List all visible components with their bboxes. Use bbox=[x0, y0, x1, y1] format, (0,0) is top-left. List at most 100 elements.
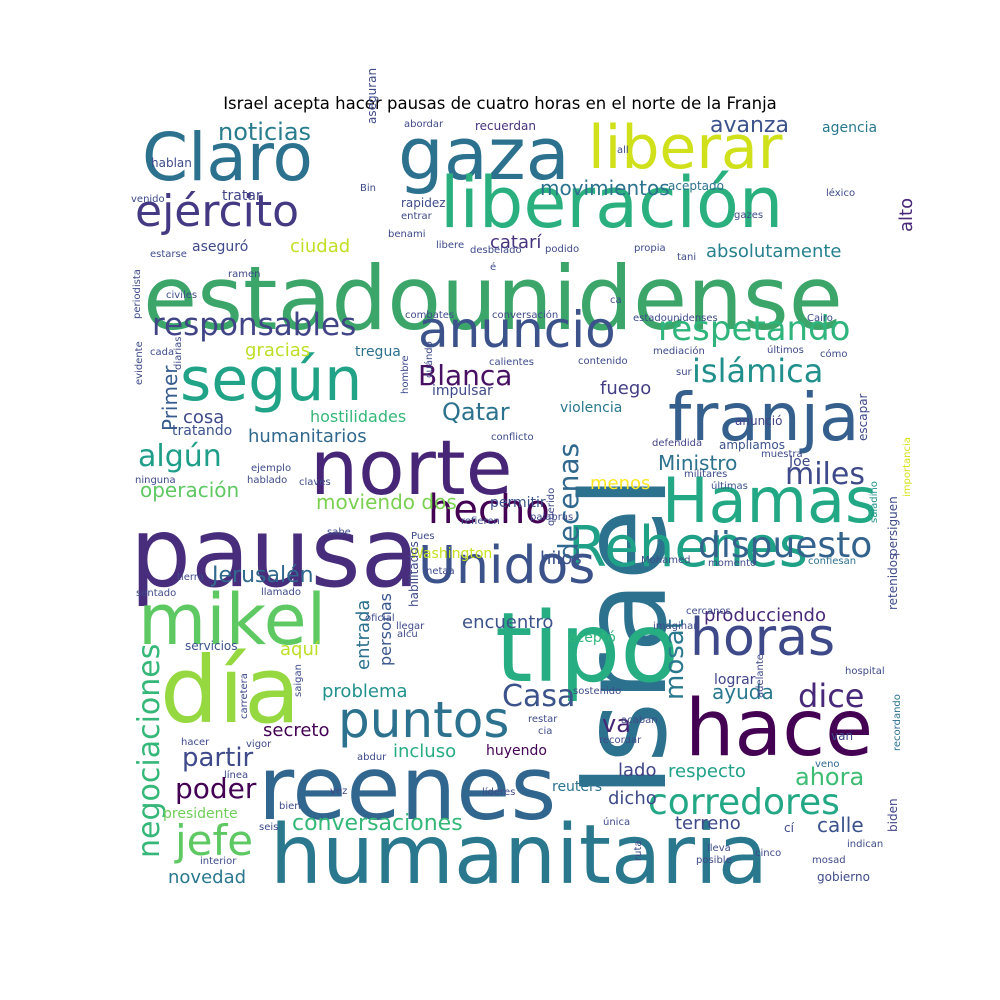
word: hace bbox=[685, 684, 874, 774]
word: gazes bbox=[734, 210, 764, 221]
word: dice bbox=[798, 677, 865, 715]
word: cercanos bbox=[686, 606, 731, 617]
word: mediación bbox=[653, 346, 705, 357]
word: Claro bbox=[142, 119, 313, 196]
word: estadounidense bbox=[143, 247, 843, 350]
word: gobierno bbox=[817, 870, 870, 884]
word: Hamas bbox=[662, 464, 878, 537]
word: Ministro bbox=[658, 451, 738, 475]
word: alto bbox=[896, 197, 917, 232]
word: ayuda bbox=[712, 680, 774, 704]
word: dispuesto bbox=[698, 525, 873, 566]
word: estarse bbox=[150, 249, 187, 260]
word: sentado bbox=[136, 588, 177, 599]
word: cuándo bbox=[424, 341, 435, 378]
word: problema bbox=[322, 681, 408, 702]
word: saigan bbox=[293, 664, 304, 697]
word: Mohamed bbox=[641, 555, 691, 566]
word: llegar bbox=[396, 621, 425, 632]
word: Blanca bbox=[418, 359, 513, 392]
word: partir bbox=[182, 743, 254, 773]
word: tipo bbox=[495, 592, 679, 704]
word: momento bbox=[708, 558, 757, 569]
word: conflicto bbox=[491, 432, 534, 443]
word: puntos bbox=[338, 691, 510, 749]
word: poder bbox=[175, 772, 257, 805]
word: venido bbox=[131, 194, 165, 205]
word: Primer bbox=[158, 365, 182, 432]
word: bien bbox=[279, 801, 301, 812]
word: presidente bbox=[163, 806, 238, 822]
word: ejército bbox=[135, 186, 300, 237]
word: é bbox=[490, 262, 497, 273]
word: norte bbox=[310, 423, 513, 512]
word: moviendo dos bbox=[316, 490, 457, 514]
word: mikel bbox=[138, 579, 327, 661]
word: recordar bbox=[599, 735, 642, 746]
word: gaza bbox=[398, 112, 570, 196]
word: militares bbox=[684, 469, 728, 480]
word: vez bbox=[330, 786, 348, 797]
word: ciudad bbox=[290, 236, 351, 257]
word: rapidez bbox=[401, 196, 446, 210]
word: violencia bbox=[560, 400, 623, 416]
word: aquí bbox=[280, 639, 319, 660]
word: corredores bbox=[648, 782, 840, 823]
word: va bbox=[602, 710, 631, 738]
word: dicho bbox=[608, 788, 657, 809]
word: muestra bbox=[761, 449, 803, 460]
word: confiesan bbox=[808, 556, 857, 567]
word: pausa bbox=[130, 497, 420, 609]
word: acaban bbox=[621, 715, 658, 726]
word: conversación bbox=[492, 310, 559, 321]
word: lleva bbox=[707, 843, 731, 854]
word: tierra bbox=[177, 572, 205, 583]
word: sostenido bbox=[573, 686, 622, 697]
word: fuego bbox=[600, 378, 652, 399]
word: línea bbox=[224, 770, 249, 781]
word: posible bbox=[696, 855, 732, 866]
word: gracias bbox=[245, 340, 311, 361]
word: hospital bbox=[845, 666, 885, 677]
word: ruta bbox=[633, 840, 644, 862]
word: cosa bbox=[183, 407, 225, 428]
word: operación bbox=[140, 478, 240, 502]
word: responsables bbox=[152, 307, 357, 343]
word: respecto bbox=[668, 761, 746, 782]
word: recuerdan bbox=[475, 119, 536, 133]
word: ca bbox=[610, 295, 622, 306]
word: mosad bbox=[812, 855, 846, 866]
word: respetando bbox=[658, 309, 851, 349]
word: claves bbox=[299, 477, 331, 488]
word: escapar bbox=[856, 393, 870, 442]
word: oficial bbox=[365, 613, 395, 624]
word: día bbox=[160, 637, 301, 744]
word: catarí bbox=[490, 232, 542, 253]
chart-title: Israel acepta hacer pausas de cuatro hor… bbox=[223, 94, 777, 113]
word: hablado bbox=[247, 475, 288, 486]
word: Washington bbox=[410, 546, 493, 562]
word: humanitaria bbox=[270, 808, 768, 903]
word: aseguró bbox=[192, 239, 249, 255]
word: anunció bbox=[735, 414, 783, 428]
word: estadounidenses bbox=[633, 313, 718, 324]
word: novedad bbox=[168, 867, 247, 888]
word: llamado bbox=[261, 587, 302, 598]
word: aceptó bbox=[568, 630, 616, 646]
word: Rehenes bbox=[568, 515, 808, 580]
word: ninguna bbox=[135, 475, 176, 486]
word: combates bbox=[405, 310, 455, 321]
word: vigor bbox=[246, 739, 272, 750]
word: lado bbox=[618, 760, 657, 781]
word: podido bbox=[545, 244, 580, 255]
word: ahora bbox=[795, 763, 865, 791]
word: Pues bbox=[411, 531, 435, 542]
word: palabras bbox=[530, 512, 574, 523]
word: conversaciones bbox=[292, 811, 463, 836]
word: incluso bbox=[393, 741, 457, 762]
word: all bbox=[617, 145, 629, 156]
word: aceptado bbox=[668, 179, 724, 193]
word: permitir bbox=[490, 495, 546, 511]
word: aseguran bbox=[365, 67, 379, 124]
